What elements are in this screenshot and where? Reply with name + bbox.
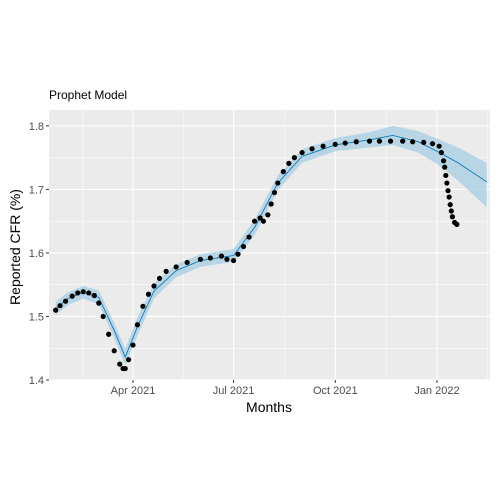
- x-axis-title: Months: [246, 399, 292, 415]
- data-point: [246, 234, 252, 240]
- y-axis-title: Reported CFR (%): [7, 189, 23, 305]
- data-point: [69, 293, 75, 299]
- data-point: [387, 138, 394, 144]
- data-point: [332, 141, 338, 147]
- data-point: [230, 257, 237, 264]
- data-point: [442, 164, 448, 170]
- x-tick-label: Apr 2021: [111, 385, 156, 397]
- x-axis-ticks: Apr 2021 Jul 2021 Oct 2021 Jan 2022: [111, 380, 460, 397]
- data-point: [173, 264, 179, 270]
- data-point: [80, 289, 86, 295]
- data-point: [57, 303, 63, 309]
- data-point: [53, 307, 59, 313]
- data-point: [96, 300, 102, 306]
- y-tick-label: 1.8: [29, 121, 44, 133]
- data-point: [436, 143, 442, 149]
- observed-points: [53, 138, 460, 372]
- y-tick-label: 1.6: [29, 248, 44, 260]
- data-point: [265, 212, 271, 218]
- data-point: [429, 141, 436, 147]
- data-point: [240, 243, 247, 250]
- data-point: [271, 189, 278, 196]
- data-point: [122, 365, 128, 372]
- chart-title: Prophet Model: [49, 88, 127, 102]
- data-point: [280, 169, 286, 175]
- data-point: [207, 255, 213, 261]
- data-point: [446, 194, 452, 200]
- data-point: [156, 275, 163, 281]
- data-point: [268, 201, 274, 207]
- y-axis-ticks: 1.4 1.5 1.6 1.7 1.8: [29, 121, 49, 387]
- data-point: [440, 158, 447, 164]
- data-point: [140, 303, 146, 309]
- data-point: [400, 138, 406, 144]
- data-point: [218, 253, 225, 259]
- data-point: [251, 218, 258, 224]
- data-point: [134, 322, 141, 328]
- data-point: [75, 290, 81, 296]
- data-point: [309, 146, 315, 152]
- y-tick-label: 1.7: [29, 184, 44, 196]
- x-tick-label: Jan 2022: [414, 385, 459, 397]
- data-point: [421, 139, 427, 145]
- data-point: [410, 139, 416, 145]
- data-point: [445, 188, 451, 194]
- y-tick-label: 1.4: [29, 375, 44, 387]
- data-point: [257, 215, 263, 221]
- data-point: [447, 202, 453, 208]
- x-tick-label: Oct 2021: [313, 385, 358, 397]
- data-point: [342, 140, 348, 146]
- data-point: [91, 292, 97, 299]
- data-point: [454, 221, 460, 227]
- data-point: [275, 180, 281, 186]
- data-point: [449, 214, 456, 220]
- x-tick-label: Jul 2021: [213, 385, 255, 397]
- data-point: [145, 291, 152, 297]
- data-point: [235, 251, 241, 257]
- data-point: [130, 342, 136, 348]
- data-point: [111, 348, 117, 354]
- data-point: [184, 259, 190, 266]
- uncertainty-band: [55, 125, 487, 365]
- data-point: [117, 361, 123, 367]
- data-point: [224, 256, 230, 262]
- data-point: [163, 268, 169, 274]
- data-point: [376, 138, 383, 144]
- data-point: [438, 149, 444, 156]
- data-point: [286, 160, 292, 166]
- data-point: [62, 298, 69, 304]
- data-point: [86, 290, 92, 296]
- y-tick-label: 1.5: [29, 311, 44, 323]
- data-point: [353, 139, 359, 145]
- data-point: [151, 283, 157, 289]
- forecast-line: [55, 135, 487, 359]
- plot-panel: [49, 110, 490, 380]
- data-point: [320, 143, 326, 149]
- data-point: [444, 180, 450, 186]
- data-point: [197, 256, 204, 262]
- data-point: [100, 313, 106, 320]
- data-point: [366, 138, 373, 144]
- data-point: [260, 218, 267, 224]
- data-point: [448, 208, 454, 214]
- data-point: [125, 357, 132, 363]
- data-point: [299, 149, 305, 156]
- data-point: [106, 331, 112, 337]
- data-point: [443, 172, 449, 179]
- data-point: [291, 155, 297, 161]
